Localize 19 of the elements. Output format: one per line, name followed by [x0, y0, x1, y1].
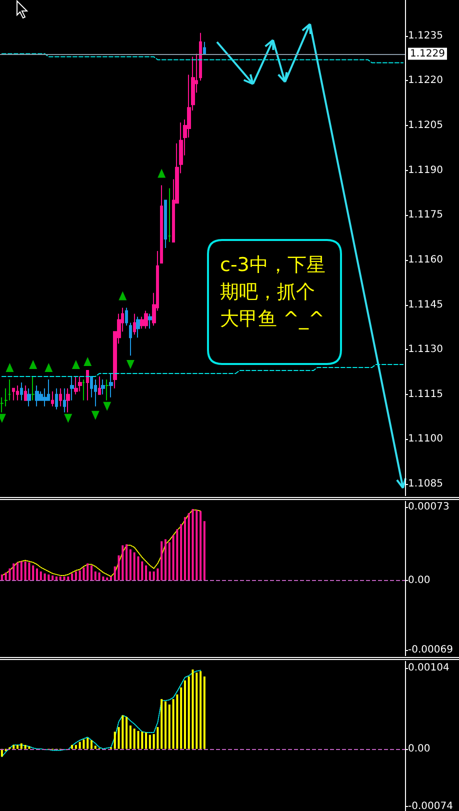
y-tick-label: 1.1145	[408, 299, 443, 310]
y-tick-label: 0.00073	[408, 502, 450, 513]
y-tick-label: 1.1085	[408, 478, 443, 490]
y-tick-label: 1.1220	[408, 75, 443, 86]
y-tick-label: 1.1115	[408, 388, 443, 400]
y-tick-label: -0.00069	[408, 644, 453, 656]
y-tick-label: 1.1130	[408, 344, 443, 356]
y-tick-label: -0.00074	[408, 800, 453, 811]
ref-line-label: 1.1229	[410, 48, 445, 60]
y-tick-label: 1.1100	[408, 434, 443, 445]
y-tick-label: 0.00	[408, 743, 430, 754]
annotation: c-3中，下星期吧，抓个大甲鱼 ^_^	[220, 253, 326, 332]
y-tick-label: 1.1235	[408, 30, 443, 42]
y-tick-label: 1.1160	[408, 254, 443, 266]
y-tick-label: 1.1175	[408, 210, 443, 221]
y-tick-label: 1.1205	[408, 120, 443, 131]
y-tick-label: 0.00104	[408, 662, 450, 674]
y-tick-label: 0.00	[408, 575, 430, 586]
y-tick-label: 1.1190	[408, 164, 443, 176]
